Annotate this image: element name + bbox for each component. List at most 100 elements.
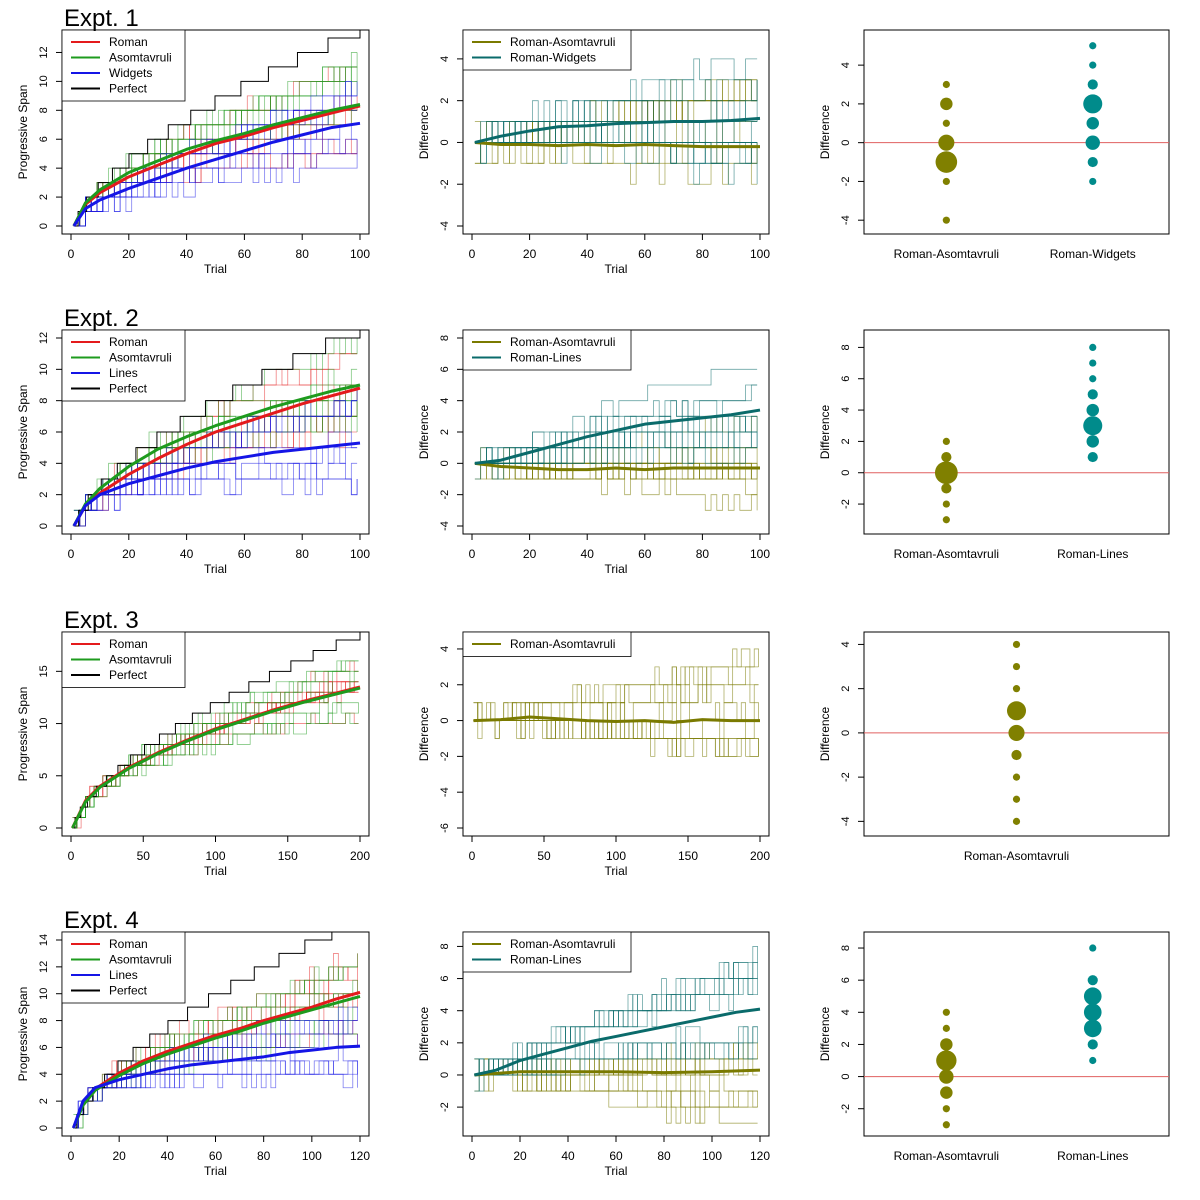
x-tick-label: 20 <box>112 1149 126 1163</box>
dot-point <box>941 483 952 494</box>
legend-label: Perfect <box>109 668 148 682</box>
series-line <box>72 104 361 227</box>
category-label: Roman-Asomtavruli <box>964 849 1069 863</box>
dot-point <box>1087 156 1098 168</box>
x-tick-label: 60 <box>638 547 652 561</box>
e3-dots-panel: -4 -2 0 2 4 Difference Roman-Asomtavruli <box>818 631 1170 863</box>
dot-point <box>1087 1039 1098 1050</box>
category-label: Roman-Asomtavruli <box>894 547 999 561</box>
dot-point <box>1089 42 1097 50</box>
y-tick-label: 0 <box>439 460 451 466</box>
dot-point <box>942 437 950 445</box>
x-tick-label: 0 <box>469 849 476 863</box>
individual-trace <box>474 1042 758 1092</box>
y-tick-label: 4 <box>439 56 451 62</box>
x-tick-label: 40 <box>581 247 595 261</box>
individual-trace <box>473 648 759 721</box>
x-tick-label: 0 <box>469 1149 476 1163</box>
y-tick-label: 4 <box>38 460 50 466</box>
dot-point <box>940 1038 953 1051</box>
series-line <box>473 715 760 724</box>
y-tick-label: 8 <box>38 398 50 404</box>
individual-trace <box>474 431 758 480</box>
y-axis-label: Difference <box>818 104 832 159</box>
individual-trace <box>72 702 359 829</box>
category-label: Roman-Asomtavruli <box>894 1149 999 1163</box>
dot-point <box>942 177 950 186</box>
y-axis-label: Difference <box>818 706 832 761</box>
series-line <box>474 1007 761 1077</box>
x-tick-label: 60 <box>209 1149 223 1163</box>
dot-point <box>1012 795 1021 803</box>
y-tick-label: -4 <box>439 521 451 531</box>
dot-point <box>1008 724 1025 741</box>
individual-trace <box>72 691 359 829</box>
dot-point <box>1087 79 1098 90</box>
series-line <box>474 461 760 472</box>
individual-trace <box>73 1006 358 1129</box>
x-tick-label: 20 <box>523 547 537 561</box>
legend-label: Lines <box>109 366 138 380</box>
y-tick-label: 8 <box>439 943 451 949</box>
y-tick-label: 14 <box>38 934 50 946</box>
individual-trace <box>474 1074 758 1124</box>
y-tick-label: 6 <box>38 429 50 435</box>
legend-label: Lines <box>109 968 138 982</box>
y-tick-label: 15 <box>38 665 50 677</box>
y-tick-label: 8 <box>38 1018 50 1024</box>
y-tick-label: 4 <box>439 1008 451 1014</box>
perfect-line <box>73 932 333 1129</box>
dot-point <box>942 1121 950 1129</box>
legend-label: Roman <box>109 335 148 349</box>
dot-point <box>942 1024 950 1032</box>
legend-label: Roman <box>109 637 148 651</box>
dot-point <box>1089 177 1097 186</box>
series-line <box>72 121 361 227</box>
e2-dots-panel: -2 0 2 4 6 8 Difference Roman-Asomtavruli Roman-… <box>818 329 1170 561</box>
experiment-label: Expt. 4 <box>64 907 139 934</box>
e1-diff-panel: -4 -2 0 2 4 Difference 0 20 40 60 80 100 Trial Roman-… <box>417 29 770 276</box>
legend-label: Asomtavruli <box>109 51 172 65</box>
y-tick-label: 10 <box>38 363 50 375</box>
y-tick-label: -2 <box>439 751 451 761</box>
x-tick-label: 100 <box>350 547 370 561</box>
individual-trace <box>474 1026 758 1076</box>
series-line <box>72 383 361 527</box>
series-line <box>474 116 761 144</box>
individual-trace <box>73 400 358 527</box>
dot-point <box>935 151 958 173</box>
category-label: Roman-Asomtavruli <box>894 247 999 261</box>
individual-trace <box>73 153 358 227</box>
legend-label: Roman-Asomtavruli <box>510 335 615 349</box>
y-tick-label: -4 <box>439 221 451 231</box>
dot-point <box>1089 61 1097 69</box>
x-tick-label: 100 <box>302 1149 322 1163</box>
legend-label: Perfect <box>109 82 148 96</box>
legend-label: Roman-Lines <box>510 351 581 365</box>
dot-point <box>1087 389 1098 400</box>
dot-point <box>940 97 953 111</box>
y-tick-label: 4 <box>840 1009 852 1015</box>
y-tick-label: -2 <box>439 490 451 500</box>
y-tick-label: 2 <box>439 98 451 104</box>
dot-point <box>1086 435 1099 448</box>
experiment-label: Expt. 3 <box>64 607 139 634</box>
legend-label: Roman <box>109 937 148 951</box>
y-tick-label: 0 <box>439 139 451 145</box>
series-line <box>71 1044 361 1129</box>
plot-frame <box>61 29 370 235</box>
y-tick-label: 6 <box>439 976 451 982</box>
legend-label: Roman-Asomtavruli <box>510 35 615 49</box>
x-tick-label: 150 <box>678 849 698 863</box>
individual-trace <box>73 478 358 527</box>
y-tick-label: 2 <box>439 1040 451 1046</box>
x-tick-label: 60 <box>238 247 252 261</box>
x-tick-label: 60 <box>638 247 652 261</box>
x-tick-label: 20 <box>122 247 136 261</box>
individual-trace <box>473 648 759 721</box>
dot-point <box>1012 817 1021 825</box>
dot-point <box>1089 343 1097 351</box>
series-line <box>474 408 761 465</box>
dot-point <box>1085 135 1100 150</box>
x-tick-label: 80 <box>696 547 710 561</box>
